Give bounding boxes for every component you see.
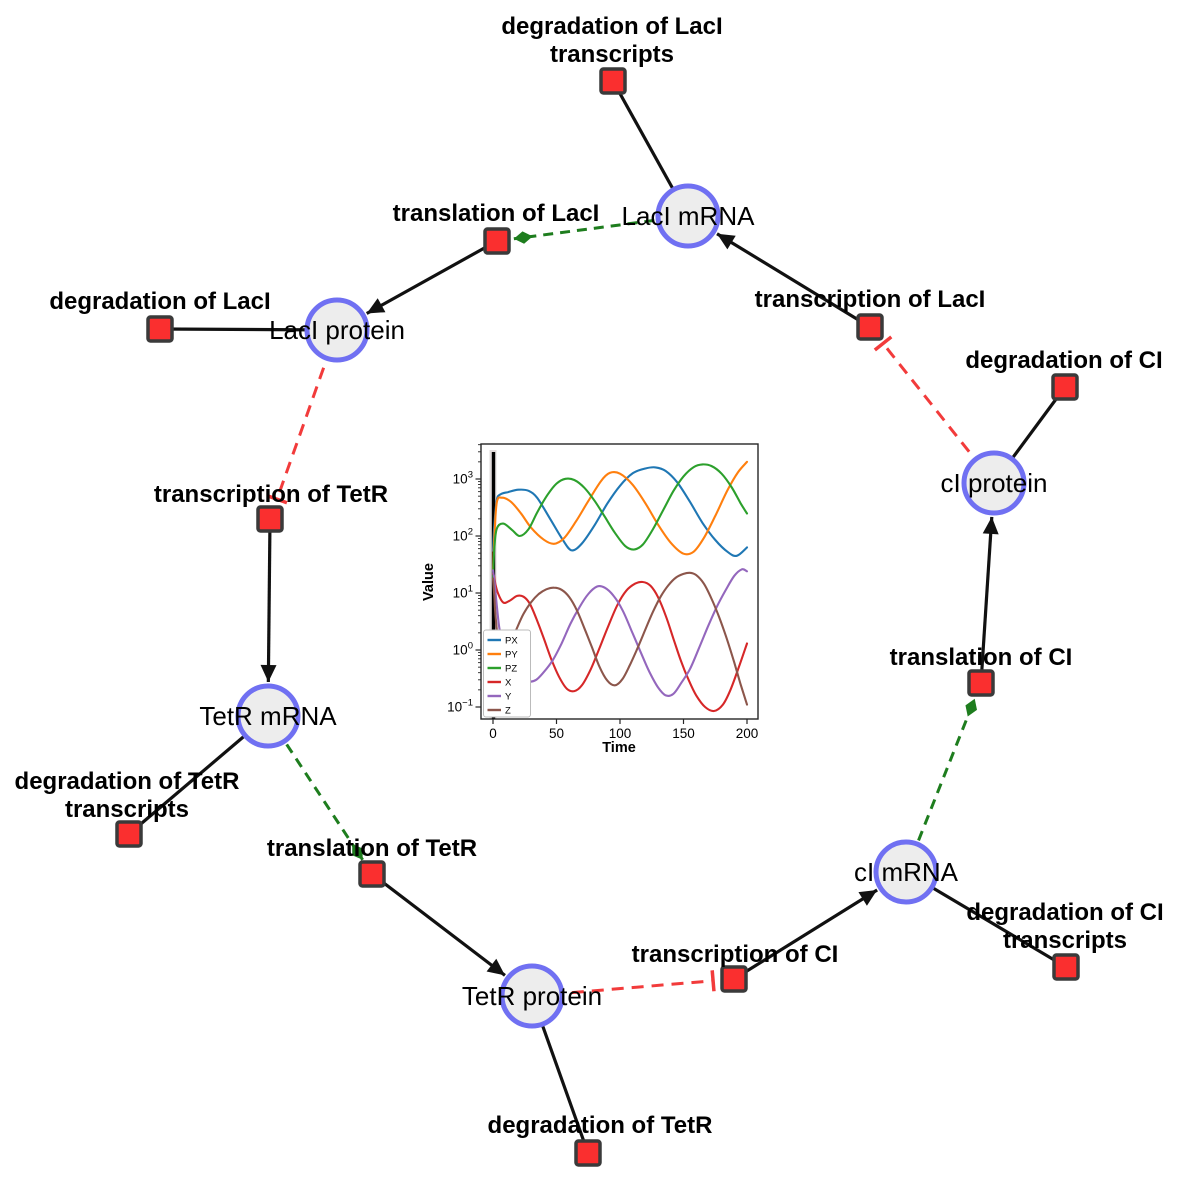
reaction-label-transl-tetr: translation of TetR <box>267 835 477 862</box>
x-tick-label-100: 100 <box>609 726 632 741</box>
species-node-tetr-mrna <box>235 683 301 749</box>
species-node-ci-protein <box>961 450 1027 516</box>
reaction-label-deg-laci: degradation of LacI <box>49 288 270 315</box>
series-PZ <box>491 463 749 580</box>
species-label-tetr-mrna: TetR mRNA <box>199 701 337 731</box>
edge-transcr-ci-ci-mrna-arrow <box>733 888 878 981</box>
edge-transl-ci-ci-protein-arrow <box>979 516 999 684</box>
y-tick-label-10^-1: 10−1 <box>447 698 473 715</box>
x-tick-label-50: 50 <box>549 726 564 741</box>
reaction-label-deg-laci-transcripts: degradation of LacI <box>501 13 722 40</box>
species-node-tetr-protein <box>499 963 565 1029</box>
svg-text:Z: Z <box>505 706 511 717</box>
series-PY <box>491 460 749 572</box>
species-label-laci-mrna: LacI mRNA <box>622 201 756 231</box>
edge-transcr-tetr-tetr-mrna-arrow <box>260 518 277 683</box>
reaction-node-deg-laci <box>146 315 174 343</box>
reaction-label-transcr-laci: transcription of LacI <box>755 286 986 313</box>
chart-x-axis-label: Time <box>602 740 636 756</box>
svg-text:PY: PY <box>505 650 518 661</box>
reaction-node-deg-laci-transcripts <box>599 67 627 95</box>
edge-ci-mrna-transl-ci-modifier <box>904 698 977 873</box>
reaction-node-deg-ci-transcripts <box>1052 953 1080 981</box>
labels-layer: LacI mRNA LacI protein cI protein TetR mRNA… <box>15 13 1164 1139</box>
reaction-node-transcr-ci <box>720 965 748 993</box>
species-node-laci-mrna <box>655 183 721 249</box>
reaction-node-transcr-laci <box>856 313 884 341</box>
reaction-label-transl-laci: translation of LacI <box>393 200 600 227</box>
reaction-node-transl-ci <box>967 669 995 697</box>
legend-entry-PX: PX <box>487 636 518 647</box>
svg-text:Y: Y <box>505 692 512 703</box>
reaction-node-transl-laci <box>483 227 511 255</box>
edge-transcr-laci-laci-mrna-arrow <box>716 232 871 329</box>
svg-text:X: X <box>505 678 512 689</box>
reaction-label-deg-ci: degradation of CI <box>965 347 1162 374</box>
nodes-layer <box>115 67 1080 1167</box>
legend-entry-X: X <box>487 678 512 689</box>
edge-transl-laci-laci-protein-arrow <box>365 239 498 315</box>
species-node-laci-protein <box>304 297 370 363</box>
reaction-node-deg-tetr-transcripts <box>115 820 143 848</box>
edge-laci-mrna-transl-laci-modifier <box>513 214 689 244</box>
series-Z <box>491 571 749 706</box>
reaction-node-deg-tetr <box>574 1139 602 1167</box>
legend-entry-PY: PY <box>487 650 518 661</box>
reaction-label-deg-tetr-transcripts-line2: transcripts <box>65 796 189 823</box>
species-label-ci-protein: cI protein <box>941 468 1048 498</box>
y-tick-label-10^2: 102 <box>453 527 473 544</box>
svg-text:PZ: PZ <box>505 664 517 675</box>
y-tick-label-10^1: 101 <box>453 584 473 601</box>
legend-box: PX PY PZ XYZ <box>483 629 531 718</box>
y-tick-label-10^3: 103 <box>453 470 473 487</box>
reaction-node-transl-tetr <box>358 860 386 888</box>
edge-transl-tetr-tetr-protein-arrow <box>371 872 506 977</box>
x-tick-label-150: 150 <box>672 726 695 741</box>
reaction-node-transcr-tetr <box>256 505 284 533</box>
series-X <box>491 572 749 713</box>
reaction-label-deg-tetr: degradation of TetR <box>488 1112 713 1139</box>
reaction-label-deg-ci-transcripts: degradation of CI <box>966 899 1163 926</box>
x-tick-label-200: 200 <box>736 726 759 741</box>
species-label-ci-mrna: cI mRNA <box>854 857 959 887</box>
legend-entry-Z: Z <box>487 706 511 717</box>
x-tick-label-0: 0 <box>489 726 497 741</box>
legend-entry-PZ: PZ <box>487 664 517 675</box>
species-label-tetr-protein: TetR protein <box>462 981 602 1011</box>
reaction-label-deg-laci-transcripts-line2: transcripts <box>550 41 674 68</box>
reaction-label-transcr-ci: transcription of CI <box>632 941 839 968</box>
inset-chart: 0 50 100 150 200 103 102 101 100 10−1 PX PY PZ XYZ Ti… <box>421 443 759 756</box>
reaction-label-transl-ci: translation of CI <box>890 644 1073 671</box>
chart-y-axis-label: Value <box>421 563 437 601</box>
reaction-label-transcr-tetr: transcription of TetR <box>154 481 388 508</box>
series-PX <box>491 466 749 558</box>
svg-text:PX: PX <box>505 636 518 647</box>
reaction-label-deg-tetr-transcripts: degradation of TetR <box>15 768 240 795</box>
reaction-label-deg-ci-transcripts-line2: transcripts <box>1003 927 1127 954</box>
species-label-laci-protein: LacI protein <box>269 315 405 345</box>
species-node-ci-mrna <box>873 839 939 905</box>
reaction-node-deg-ci <box>1051 373 1079 401</box>
y-tick-label-10^0: 100 <box>453 641 473 658</box>
edge-tetr-mrna-transl-tetr-modifier <box>266 715 364 861</box>
legend-entry-Y: Y <box>487 692 512 703</box>
